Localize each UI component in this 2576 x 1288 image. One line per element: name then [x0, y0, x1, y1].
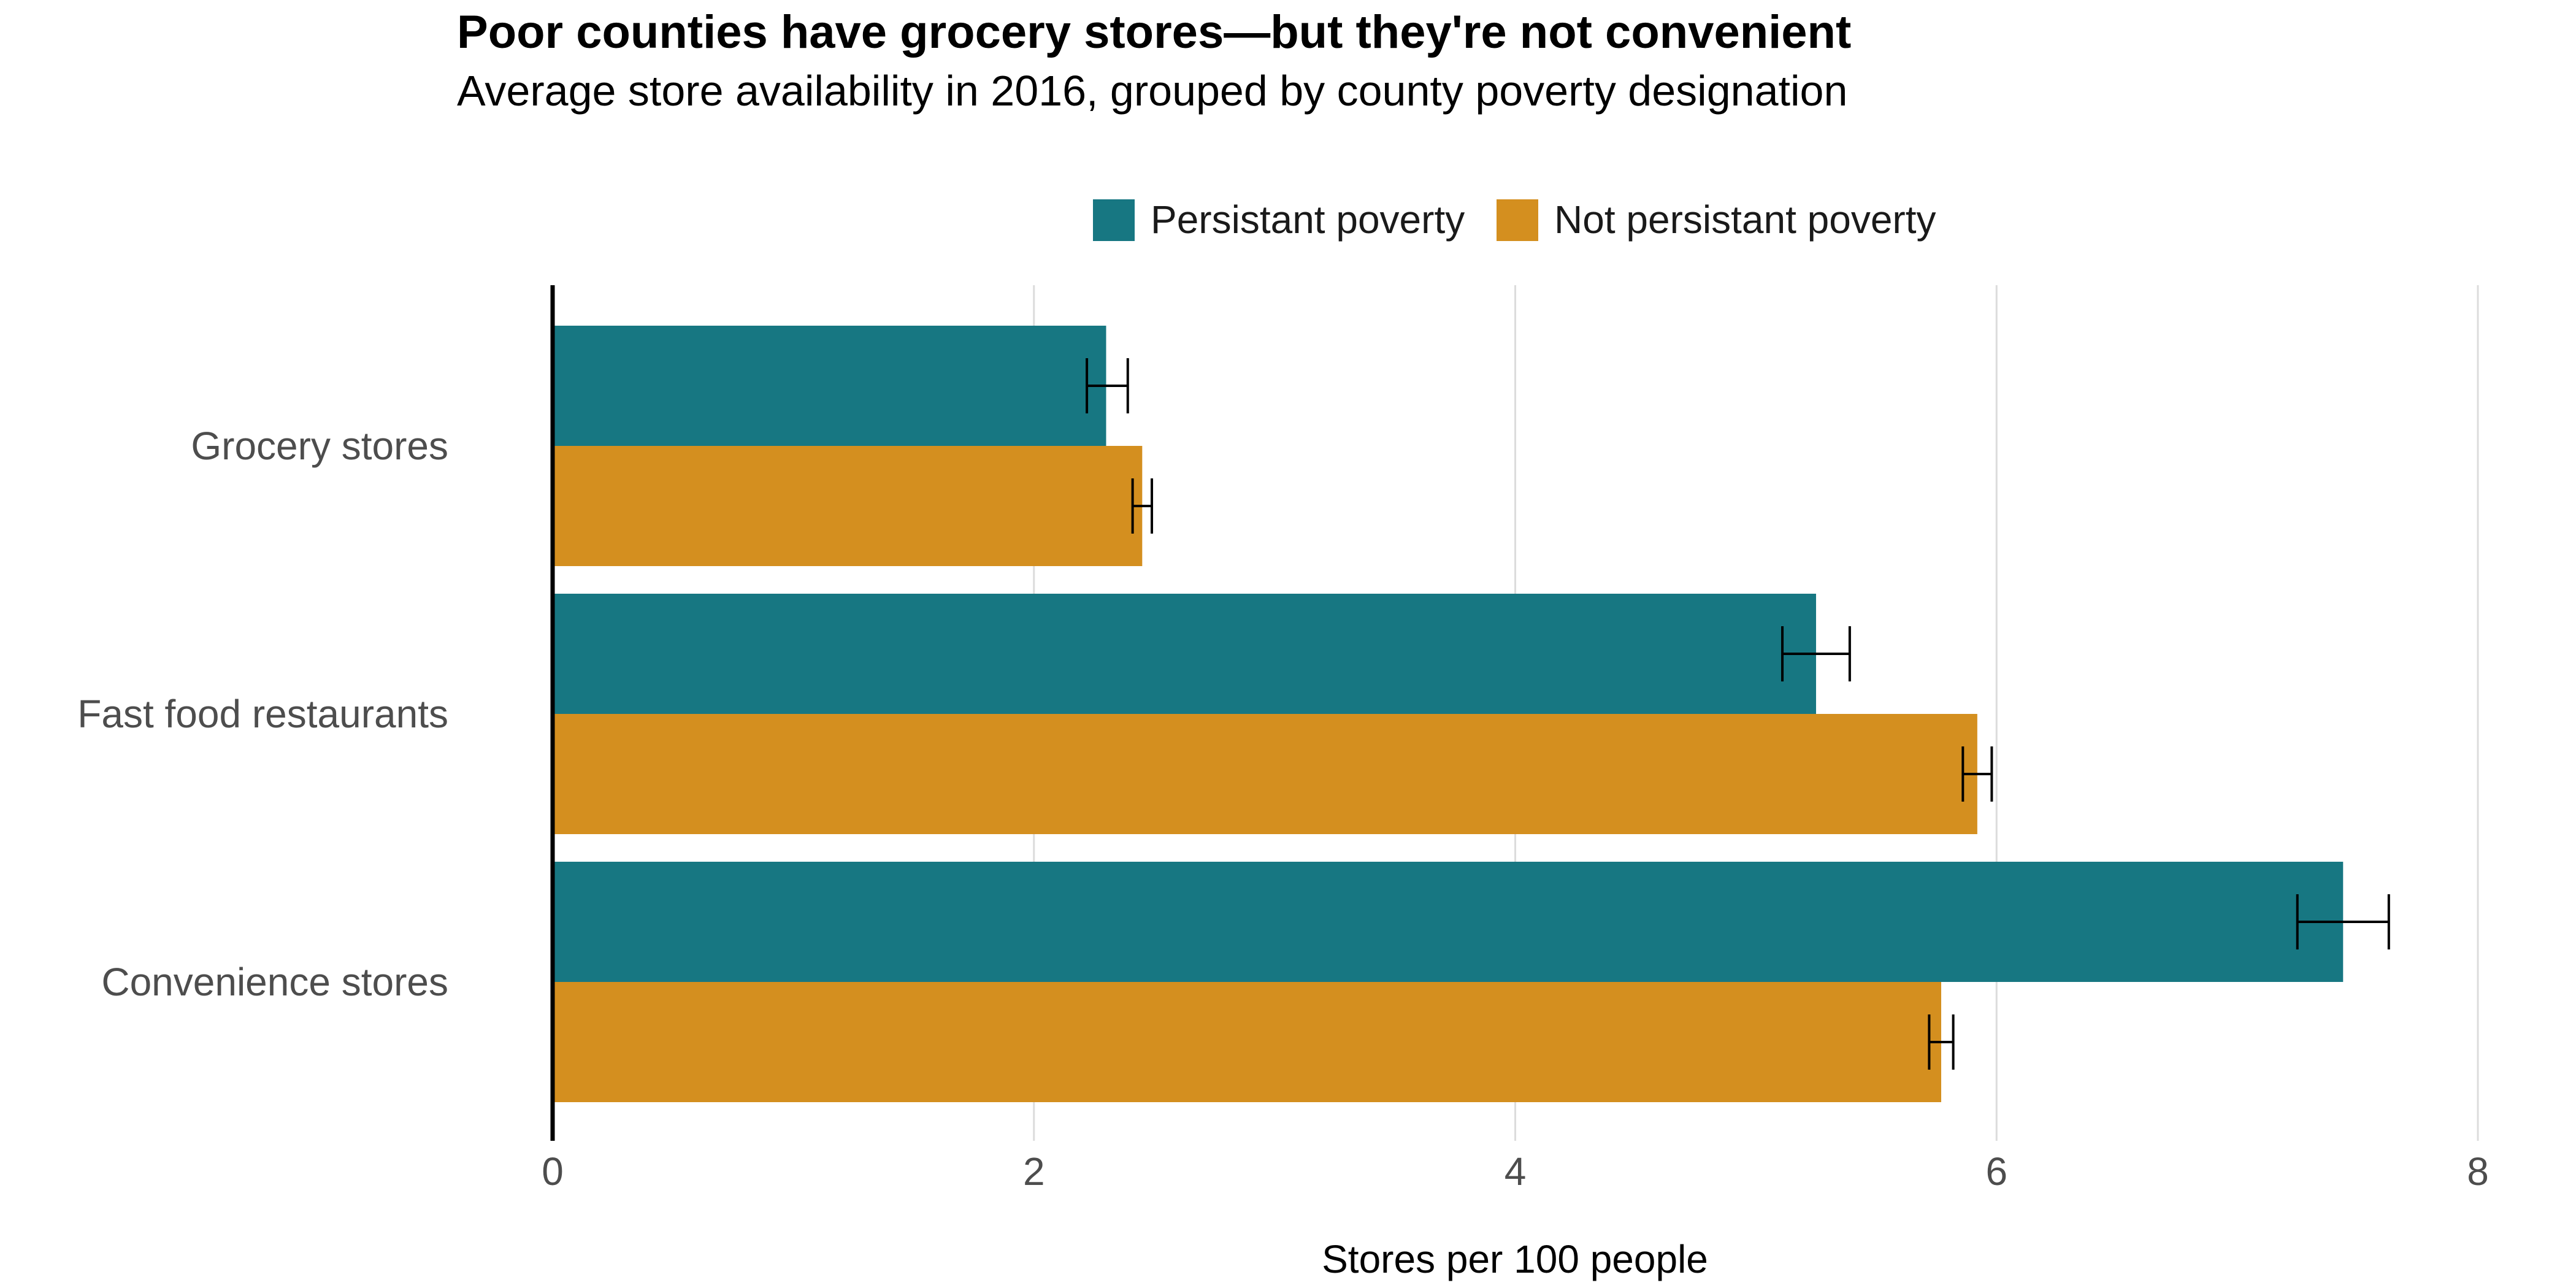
bar [553, 594, 1816, 714]
legend-item: Persistant poverty [1093, 197, 1465, 242]
error-bar [1961, 746, 1993, 802]
chart-title: Poor counties have grocery stores—but th… [457, 6, 1851, 58]
legend: Persistant poverty Not persistant poverty [1093, 197, 1936, 242]
x-axis-title: Stores per 100 people [1322, 1237, 1708, 1281]
x-tick-label: 4 [1505, 1149, 1527, 1194]
category-labels: Grocery stores Fast food restaurants Conve… [77, 424, 448, 1004]
category-label: Grocery stores [191, 424, 448, 468]
error-bar [1131, 478, 1154, 534]
x-tick-labels: 0 2 4 6 8 [542, 1149, 2489, 1194]
bar [553, 982, 1942, 1102]
x-tick-label: 0 [542, 1149, 564, 1194]
category-label: Fast food restaurants [77, 692, 448, 736]
legend-label: Persistant poverty [1151, 197, 1465, 242]
bar [553, 326, 1106, 446]
legend-swatch [1093, 199, 1135, 241]
error-bar [1086, 358, 1129, 413]
legend-swatch [1497, 199, 1538, 241]
x-tick-label: 6 [1985, 1149, 2007, 1194]
x-tick-label: 8 [2467, 1149, 2489, 1194]
bar [553, 714, 1977, 834]
error-bar [1928, 1014, 1955, 1070]
bar [553, 862, 2344, 982]
error-bars [1086, 358, 2390, 1070]
bar [553, 446, 1143, 566]
error-bar [2296, 894, 2390, 949]
legend-item: Not persistant poverty [1497, 197, 1936, 242]
chart-subtitle: Average store availability in 2016, grou… [457, 67, 1847, 115]
legend-label: Not persistant poverty [1554, 197, 1936, 242]
error-bar [1781, 626, 1851, 681]
x-tick-label: 2 [1023, 1149, 1045, 1194]
category-label: Convenience stores [101, 960, 448, 1004]
bars [553, 326, 2344, 1102]
